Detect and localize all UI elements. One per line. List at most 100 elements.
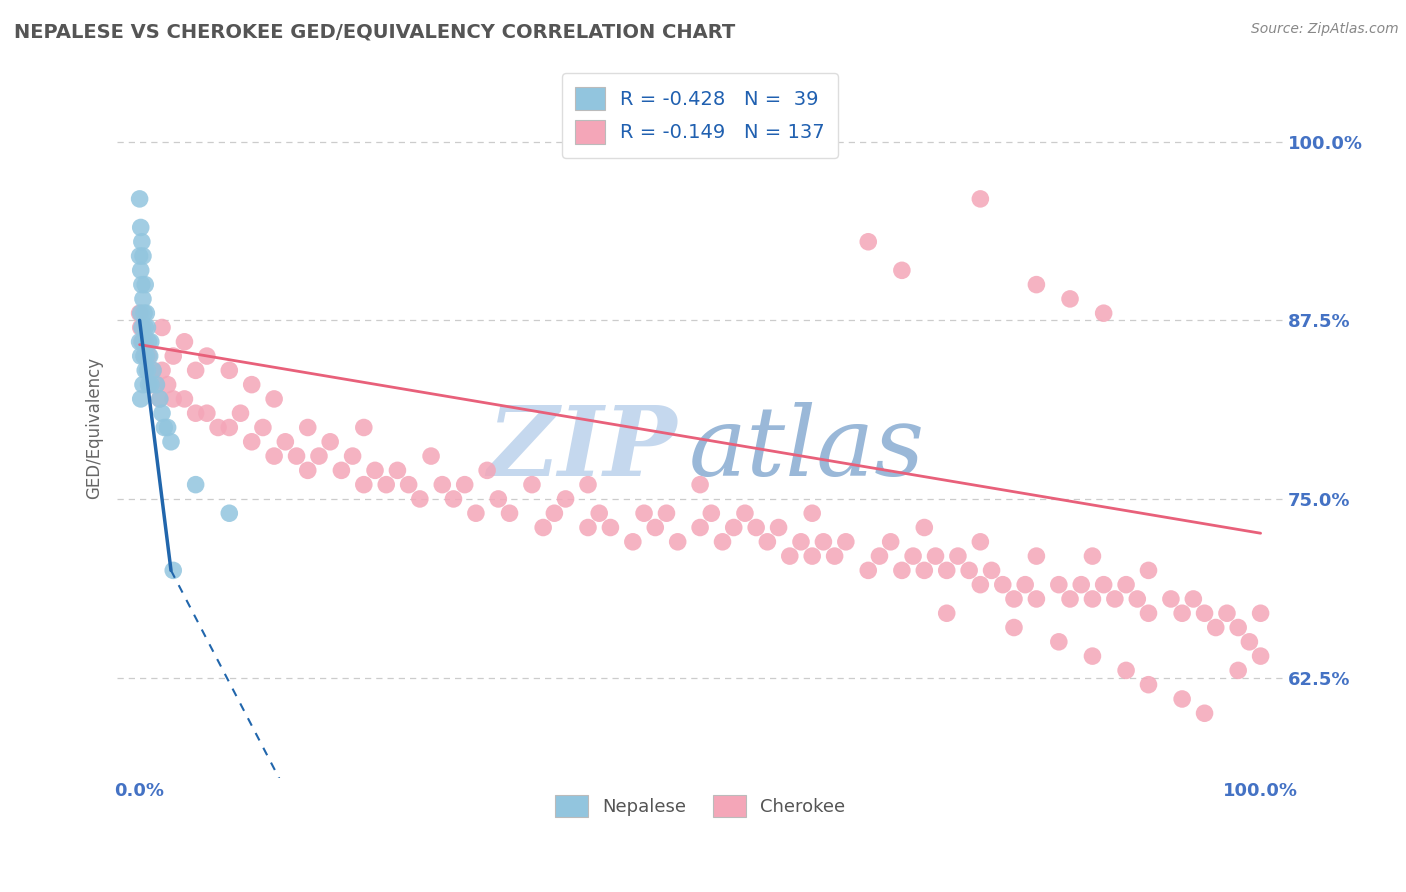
Point xyxy=(756,534,779,549)
Point xyxy=(319,434,342,449)
Point xyxy=(1171,692,1194,706)
Point xyxy=(621,534,644,549)
Point xyxy=(464,506,486,520)
Point xyxy=(398,477,420,491)
Point xyxy=(689,477,711,491)
Point xyxy=(700,506,723,520)
Point xyxy=(129,220,152,235)
Point xyxy=(957,563,980,577)
Point xyxy=(134,277,156,292)
Point xyxy=(156,377,179,392)
Point xyxy=(666,534,689,549)
Point xyxy=(1025,549,1047,563)
Point xyxy=(689,520,711,534)
Point xyxy=(131,320,153,334)
Point xyxy=(135,306,157,320)
Point xyxy=(475,463,498,477)
Point xyxy=(132,306,155,320)
Point xyxy=(285,449,308,463)
Point xyxy=(162,563,184,577)
Point xyxy=(1104,591,1126,606)
Point xyxy=(1059,292,1081,306)
Point xyxy=(240,434,263,449)
Point xyxy=(139,334,162,349)
Point xyxy=(813,534,835,549)
Point xyxy=(1092,306,1115,320)
Point xyxy=(935,563,957,577)
Point xyxy=(132,377,155,392)
Point xyxy=(129,320,152,334)
Point xyxy=(1047,635,1070,649)
Point xyxy=(1216,606,1239,620)
Point xyxy=(935,606,957,620)
Point xyxy=(890,263,912,277)
Point xyxy=(576,520,599,534)
Point xyxy=(128,249,150,263)
Point xyxy=(1205,621,1227,635)
Point xyxy=(991,577,1014,591)
Point xyxy=(173,334,195,349)
Text: atlas: atlas xyxy=(689,401,925,495)
Point xyxy=(711,534,734,549)
Point xyxy=(858,235,880,249)
Text: ZIP: ZIP xyxy=(486,401,676,495)
Point xyxy=(801,549,824,563)
Point xyxy=(980,563,1002,577)
Point xyxy=(1025,591,1047,606)
Point xyxy=(218,363,240,377)
Point xyxy=(443,491,465,506)
Point xyxy=(498,506,520,520)
Point xyxy=(790,534,813,549)
Point xyxy=(969,577,991,591)
Point xyxy=(901,549,924,563)
Point xyxy=(139,377,162,392)
Point xyxy=(145,377,167,392)
Point xyxy=(869,549,891,563)
Text: Source: ZipAtlas.com: Source: ZipAtlas.com xyxy=(1251,22,1399,37)
Point xyxy=(364,463,387,477)
Point xyxy=(134,320,156,334)
Point xyxy=(768,520,790,534)
Point xyxy=(150,363,173,377)
Point xyxy=(131,235,153,249)
Point xyxy=(420,449,443,463)
Point xyxy=(1137,606,1160,620)
Point xyxy=(229,406,252,420)
Point xyxy=(576,477,599,491)
Point xyxy=(128,334,150,349)
Point xyxy=(1239,635,1261,649)
Point xyxy=(153,420,176,434)
Point xyxy=(969,192,991,206)
Point xyxy=(1002,591,1025,606)
Point xyxy=(297,420,319,434)
Point xyxy=(150,406,173,420)
Point xyxy=(1081,549,1104,563)
Point xyxy=(1227,664,1250,678)
Point xyxy=(1115,664,1137,678)
Point xyxy=(520,477,543,491)
Point xyxy=(824,549,846,563)
Point xyxy=(134,334,156,349)
Point xyxy=(173,392,195,406)
Point xyxy=(263,392,285,406)
Point xyxy=(1126,591,1149,606)
Point xyxy=(835,534,858,549)
Point xyxy=(129,306,152,320)
Point xyxy=(1081,649,1104,664)
Point xyxy=(135,349,157,363)
Point xyxy=(1171,606,1194,620)
Point xyxy=(1002,621,1025,635)
Point xyxy=(129,263,152,277)
Point xyxy=(195,349,218,363)
Point xyxy=(297,463,319,477)
Point xyxy=(1250,606,1272,620)
Point xyxy=(218,420,240,434)
Point xyxy=(1250,649,1272,664)
Point xyxy=(1137,563,1160,577)
Point xyxy=(644,520,666,534)
Point xyxy=(779,549,801,563)
Point xyxy=(138,349,160,363)
Point xyxy=(1194,706,1216,721)
Point xyxy=(1047,577,1070,591)
Point xyxy=(409,491,432,506)
